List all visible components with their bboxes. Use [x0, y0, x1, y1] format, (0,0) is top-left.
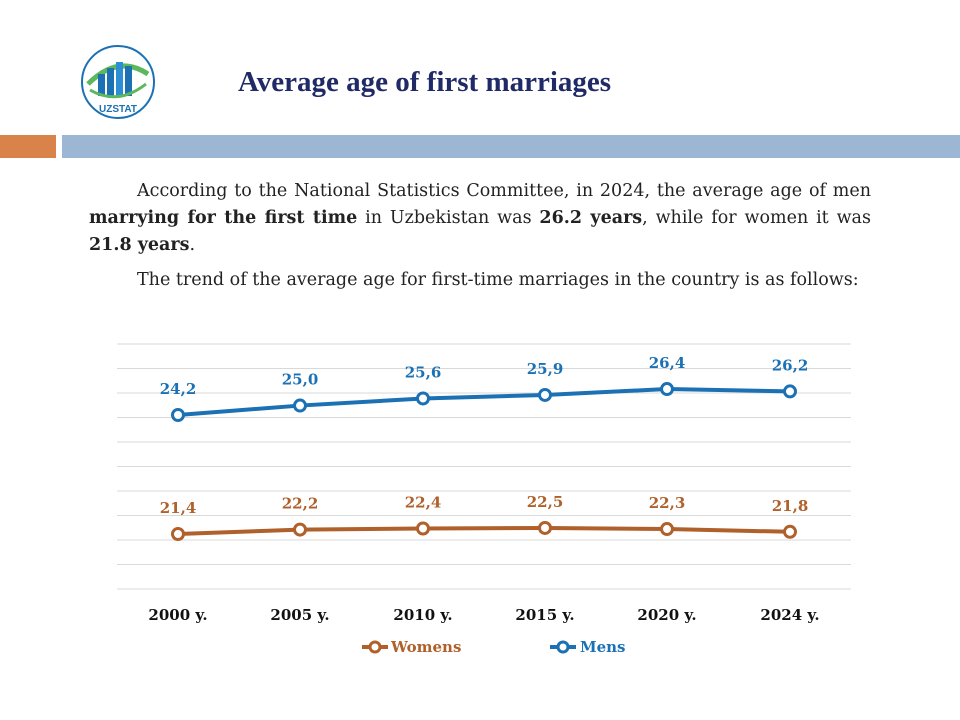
point-womens — [171, 527, 185, 541]
x-tick-label: 2005 y. — [270, 606, 329, 624]
marriage-age-chart: 24,2 25,0 25,6 25,9 26,4 26,2 21,4 22,2 22,4 22,5… — [117, 343, 851, 656]
chart-data-labels: 24,2 25,0 25,6 25,9 26,4 26,2 21,4 22,2 22,4 22,5… — [160, 354, 809, 517]
point-womens — [660, 522, 674, 537]
legend-marker-mens — [556, 640, 570, 654]
data-label-womens: 22,2 — [282, 495, 319, 513]
chart-series — [171, 382, 797, 541]
series-line-womens — [177, 525, 791, 536]
chart-x-axis: 2000 y. 2005 y. 2010 y. 2015 y. 2020 y. 2024 … — [148, 606, 819, 624]
data-label-womens: 21,8 — [772, 497, 809, 515]
x-tick-label: 2000 y. — [148, 606, 207, 624]
data-label-mens: 24,2 — [160, 380, 197, 398]
x-tick-label: 2010 y. — [393, 606, 452, 624]
description-text: According to the National Statistics Com… — [89, 178, 871, 294]
data-label-womens: 21,4 — [160, 499, 197, 517]
legend-label-mens: Mens — [580, 638, 626, 656]
data-label-mens: 25,0 — [282, 371, 319, 389]
legend-marker-womens — [368, 640, 382, 654]
paragraph-2: The trend of the average age for first-t… — [137, 270, 859, 290]
header-band-blue — [62, 135, 960, 158]
x-tick-label: 2024 y. — [760, 606, 819, 624]
point-mens — [171, 408, 185, 422]
series-line-mens — [177, 387, 791, 417]
point-mens — [660, 382, 674, 397]
data-label-mens: 26,2 — [772, 356, 809, 374]
point-womens — [783, 524, 797, 539]
uzstat-logo: UZSTAT — [81, 45, 155, 119]
point-womens — [538, 520, 552, 535]
data-label-mens: 25,6 — [405, 363, 442, 381]
x-tick-label: 2015 y. — [515, 606, 574, 624]
data-label-mens: 25,9 — [527, 360, 564, 378]
data-label-mens: 26,4 — [649, 354, 686, 372]
page-title: Average age of first marriages — [238, 66, 612, 98]
data-label-womens: 22,5 — [527, 493, 564, 511]
point-womens — [293, 522, 307, 537]
x-tick-label: 2020 y. — [637, 606, 696, 624]
point-mens — [416, 391, 430, 406]
point-mens — [783, 384, 797, 399]
point-mens — [538, 387, 552, 402]
data-label-womens: 22,3 — [649, 494, 686, 512]
data-label-womens: 22,4 — [405, 494, 442, 512]
point-womens — [416, 521, 430, 536]
point-mens — [293, 398, 307, 413]
chart-legend: Womens Mens — [362, 638, 626, 656]
logo-text: UZSTAT — [99, 104, 137, 115]
paragraph-1: According to the National Statistics Com… — [89, 181, 871, 255]
header-band-orange — [0, 135, 56, 158]
legend-label-womens: Womens — [390, 638, 461, 656]
chart-gridlines — [117, 343, 851, 590]
